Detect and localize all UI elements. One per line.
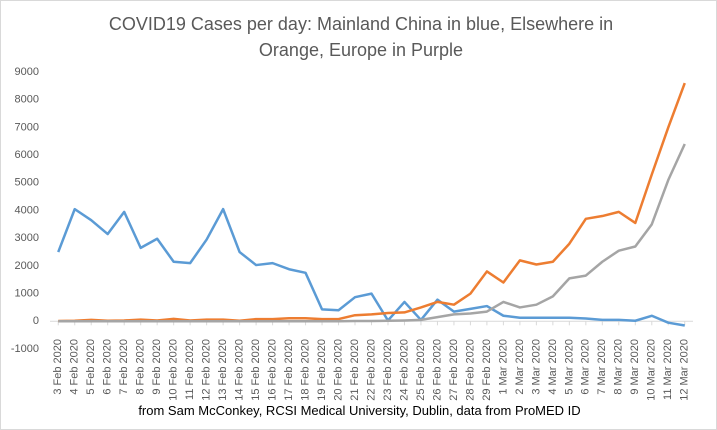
y-tick-label: 5000 (15, 177, 39, 189)
x-tick-label: 6 Feb 2020 (102, 339, 114, 395)
x-tick-label: 17 Feb 2020 (283, 339, 295, 401)
x-tick-label: 5 Feb 2020 (85, 339, 97, 395)
x-tick-label: 18 Feb 2020 (299, 339, 311, 401)
x-tick-label: 9 Feb 2020 (151, 339, 163, 395)
chart-title: COVID19 Cases per day: Mainland China in… (108, 14, 614, 60)
x-tick-label: 23 Feb 2020 (382, 339, 394, 401)
x-tick-label: 19 Feb 2020 (316, 339, 328, 401)
x-tick-label: 10 Feb 2020 (168, 339, 180, 401)
x-tick-label: 25 Feb 2020 (415, 339, 427, 401)
plot: -1000 0 1000 2000 3000 4000 5000 6000 7000 8000 90… (11, 66, 693, 401)
y-tick-label: 3000 (15, 232, 39, 244)
y-tick-label: 2000 (15, 260, 39, 272)
y-tick-label: 4000 (15, 204, 39, 216)
x-tick-label: 12 Mar 2020 (679, 339, 691, 401)
y-tick-label: 6000 (15, 149, 39, 161)
x-tick-label: 11 Mar 2020 (662, 339, 674, 400)
x-tick-label: 28 Feb 2020 (464, 339, 476, 401)
y-tick-label: 0 (33, 315, 39, 327)
x-tick-label: 13 Feb 2020 (217, 339, 229, 401)
series-line (57, 207, 685, 327)
x-tick-label: 3 Feb 2020 (52, 339, 64, 395)
x-tick-label: 8 Feb 2020 (135, 339, 147, 395)
x-tick-label: 20 Feb 2020 (332, 339, 344, 401)
y-tick-label: 1000 (15, 288, 39, 300)
x-tick-label: 10 Mar 2020 (646, 339, 658, 401)
y-tick-label: 8000 (15, 94, 39, 106)
x-tick-label: 9 Mar 2020 (629, 339, 641, 395)
x-tick-label: 24 Feb 2020 (398, 339, 410, 401)
y-tick-label: -1000 (11, 343, 39, 355)
x-tick-label: 12 Feb 2020 (201, 339, 213, 401)
x-tick-label: 26 Feb 2020 (431, 339, 443, 401)
x-tick-label: 6 Mar 2020 (580, 339, 592, 395)
caption: from Sam McConkey, RCSI Medical Universi… (138, 403, 581, 418)
y-tick-label: 9000 (15, 66, 39, 78)
x-tick-label: 7 Mar 2020 (596, 339, 608, 395)
series-line (58, 82, 686, 323)
x-tick-label: 1 Mar 2020 (497, 339, 509, 395)
y-tick-label: 7000 (15, 121, 39, 133)
x-tick-label: 14 Feb 2020 (234, 339, 246, 401)
series-line (58, 143, 686, 323)
x-tick-label: 22 Feb 2020 (365, 339, 377, 401)
x-tick-label: 27 Feb 2020 (448, 339, 460, 401)
x-tick-label: 16 Feb 2020 (266, 339, 278, 401)
x-tick-label: 4 Feb 2020 (69, 339, 81, 395)
x-tick-label: 4 Mar 2020 (547, 339, 559, 395)
x-tick-label: 11 Feb 2020 (184, 339, 196, 400)
x-tick-label: 15 Feb 2020 (250, 339, 262, 401)
x-tick-label: 5 Mar 2020 (563, 339, 575, 395)
x-tick-label: 21 Feb 2020 (349, 339, 361, 401)
x-tick-label: 2 Mar 2020 (514, 339, 526, 395)
x-tick-label: 8 Mar 2020 (613, 339, 625, 395)
x-tick-label: 7 Feb 2020 (118, 339, 130, 395)
x-tick-label: 3 Mar 2020 (530, 339, 542, 395)
x-tick-label: 29 Feb 2020 (481, 339, 493, 401)
